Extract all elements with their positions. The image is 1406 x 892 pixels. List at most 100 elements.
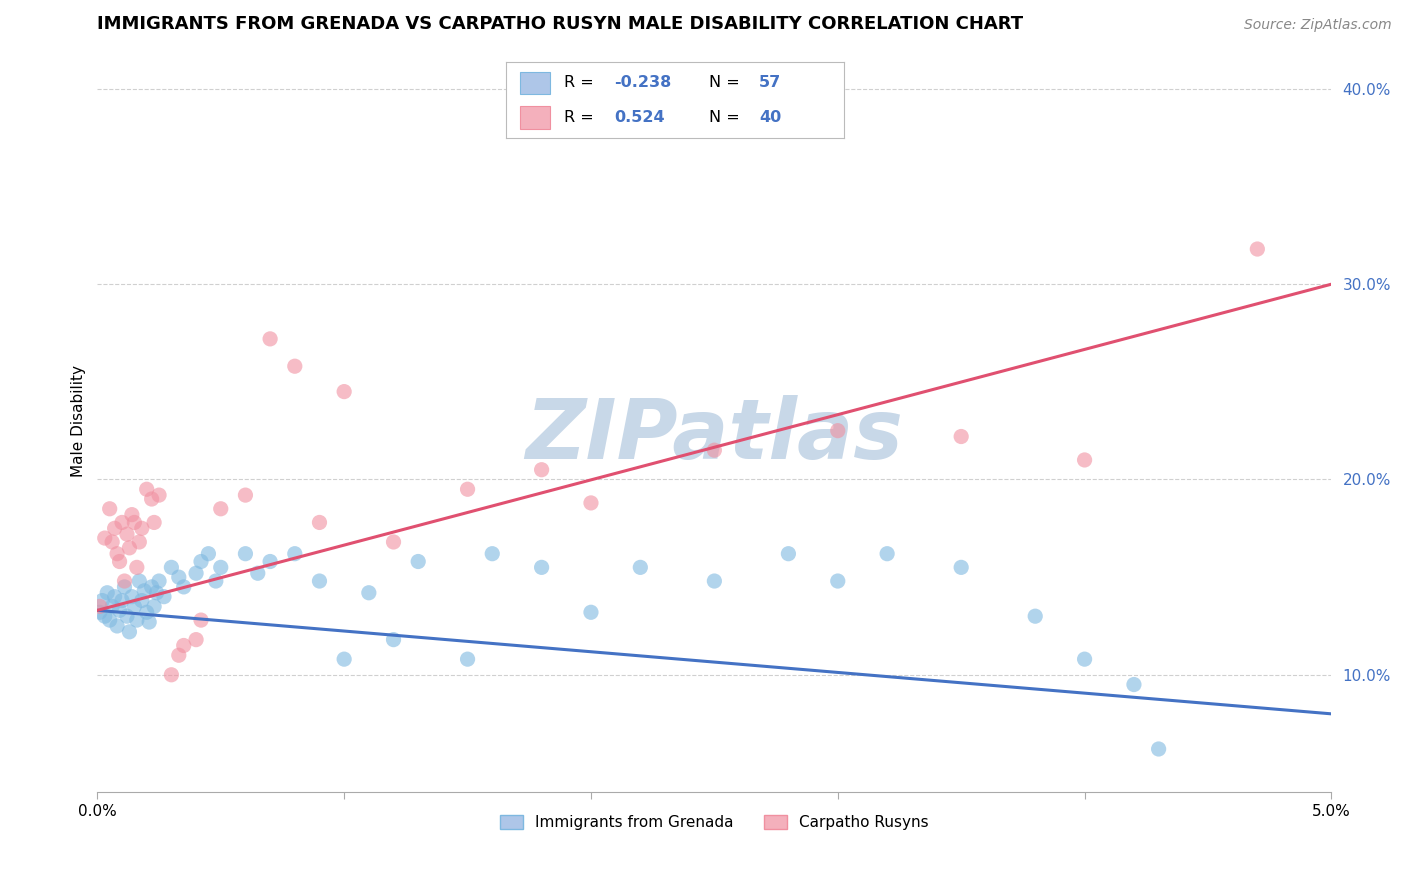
Point	[98, 501, 121, 516]
Point	[457, 652, 479, 666]
Point	[105, 547, 128, 561]
Point	[628, 560, 651, 574]
Point	[406, 554, 429, 568]
Point	[246, 566, 269, 581]
Point	[190, 554, 212, 568]
Point	[827, 574, 849, 588]
Point	[118, 541, 141, 555]
Point	[108, 554, 131, 568]
Point	[89, 599, 111, 614]
Point	[235, 488, 257, 502]
Point	[135, 605, 157, 619]
Point	[167, 570, 190, 584]
Point	[141, 491, 163, 506]
Text: Source: ZipAtlas.com: Source: ZipAtlas.com	[1244, 18, 1392, 32]
Point	[104, 590, 127, 604]
Point	[1246, 242, 1268, 256]
Point	[481, 547, 503, 561]
Point	[167, 648, 190, 663]
Point	[121, 590, 143, 604]
Point	[173, 580, 195, 594]
Point	[111, 516, 134, 530]
Point	[530, 463, 553, 477]
Point	[530, 560, 553, 574]
Point	[333, 652, 356, 666]
Point	[184, 632, 207, 647]
FancyBboxPatch shape	[520, 106, 550, 129]
Point	[134, 583, 156, 598]
Text: N =: N =	[709, 111, 745, 125]
Point	[382, 632, 405, 647]
Point	[308, 574, 330, 588]
Point	[94, 609, 117, 624]
Point	[104, 521, 127, 535]
Point	[131, 593, 153, 607]
Point	[1147, 742, 1170, 756]
Point	[357, 586, 380, 600]
Point	[98, 613, 121, 627]
Point	[778, 547, 800, 561]
Point	[209, 560, 232, 574]
Point	[128, 535, 150, 549]
Point	[1073, 453, 1095, 467]
Point	[101, 599, 124, 614]
Point	[143, 599, 166, 614]
Text: -0.238: -0.238	[614, 76, 672, 90]
Point	[876, 547, 898, 561]
Point	[333, 384, 356, 399]
Point	[108, 603, 131, 617]
Point	[148, 574, 170, 588]
Point	[579, 496, 602, 510]
Point	[124, 516, 146, 530]
Legend: Immigrants from Grenada, Carpatho Rusyns: Immigrants from Grenada, Carpatho Rusyns	[494, 809, 935, 837]
Point	[457, 482, 479, 496]
Point	[204, 574, 226, 588]
Text: R =: R =	[564, 111, 599, 125]
Text: N =: N =	[709, 76, 745, 90]
Point	[124, 599, 146, 614]
Y-axis label: Male Disability: Male Disability	[72, 365, 86, 477]
Point	[115, 609, 138, 624]
Point	[284, 547, 307, 561]
Point	[197, 547, 219, 561]
Point	[284, 359, 307, 374]
Point	[160, 667, 183, 681]
Point	[101, 535, 124, 549]
Point	[128, 574, 150, 588]
Point	[111, 593, 134, 607]
Text: R =: R =	[564, 76, 599, 90]
Point	[135, 482, 157, 496]
Point	[950, 560, 973, 574]
Point	[114, 574, 136, 588]
FancyBboxPatch shape	[520, 71, 550, 95]
Point	[184, 566, 207, 581]
Point	[131, 521, 153, 535]
Point	[579, 605, 602, 619]
Point	[173, 639, 195, 653]
Point	[703, 443, 725, 458]
Point	[259, 554, 281, 568]
Text: 57: 57	[759, 76, 782, 90]
Point	[259, 332, 281, 346]
Point	[91, 593, 114, 607]
Point	[96, 586, 118, 600]
Point	[235, 547, 257, 561]
Text: ZIPatlas: ZIPatlas	[526, 395, 903, 476]
Point	[827, 424, 849, 438]
Point	[94, 531, 117, 545]
Point	[190, 613, 212, 627]
Point	[308, 516, 330, 530]
Text: IMMIGRANTS FROM GRENADA VS CARPATHO RUSYN MALE DISABILITY CORRELATION CHART: IMMIGRANTS FROM GRENADA VS CARPATHO RUSY…	[97, 15, 1024, 33]
Point	[114, 580, 136, 594]
Point	[141, 580, 163, 594]
Point	[1123, 677, 1146, 691]
Point	[125, 613, 148, 627]
Point	[153, 590, 176, 604]
Point	[89, 605, 111, 619]
Point	[125, 560, 148, 574]
Point	[118, 624, 141, 639]
Point	[1024, 609, 1046, 624]
Point	[382, 535, 405, 549]
Text: 40: 40	[759, 111, 782, 125]
Point	[138, 615, 160, 629]
